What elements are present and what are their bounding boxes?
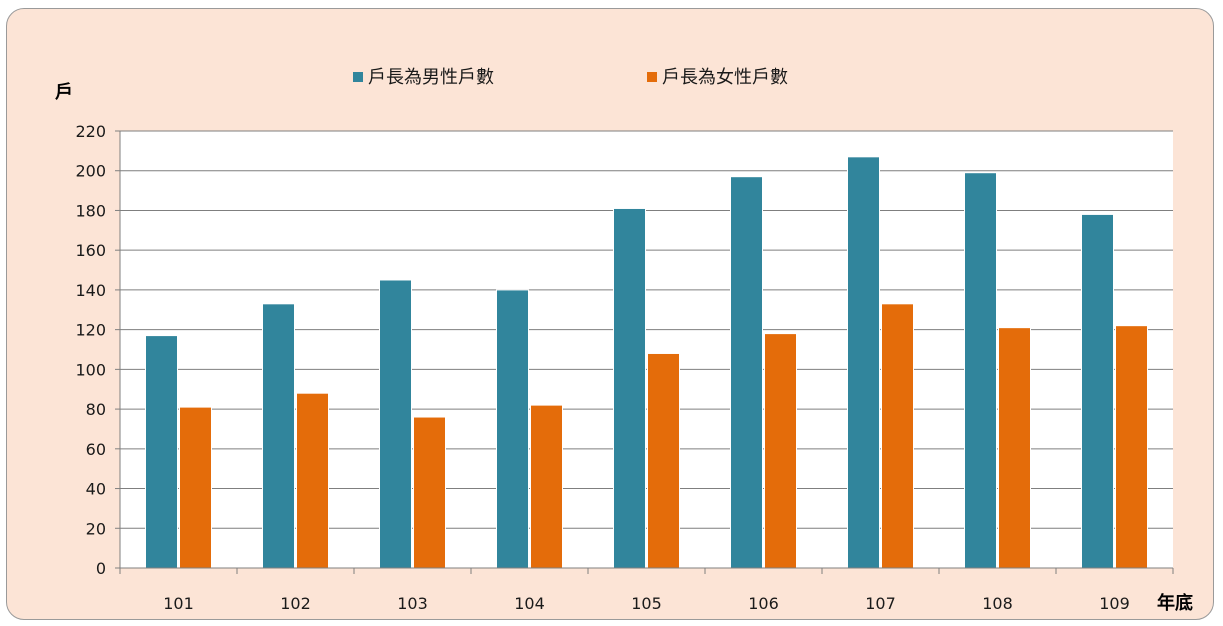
y-tick-label: 140 [75, 281, 106, 300]
y-tick-label: 80 [86, 400, 106, 419]
y-tick-label: 220 [75, 122, 106, 141]
x-tick-label: 101 [163, 594, 194, 613]
bar-female [1115, 325, 1148, 569]
bar-female [764, 333, 797, 569]
bar-female [179, 406, 212, 569]
x-tick-label: 104 [514, 594, 545, 613]
x-tick-label: 109 [1099, 594, 1130, 613]
x-tick-label: 106 [748, 594, 779, 613]
y-tick-label: 120 [75, 321, 106, 340]
x-tick-label: 107 [865, 594, 896, 613]
legend: 戶長為男性戶數 戶長為女性戶數 [353, 67, 788, 88]
bars [145, 156, 1148, 569]
bar-male [262, 303, 295, 569]
bar-male [145, 335, 178, 569]
bar-male [496, 289, 529, 569]
y-tick-label: 60 [86, 440, 106, 459]
legend-label-male: 戶長為男性戶數 [368, 67, 494, 88]
bar-male [379, 279, 412, 569]
y-tick-label: 180 [75, 201, 106, 220]
y-tick-label: 100 [75, 360, 106, 379]
legend-swatch-female [647, 72, 657, 82]
y-tick-label: 160 [75, 241, 106, 260]
bar-female [296, 392, 329, 569]
axes: 0 20 40 60 80 100 120 140 160 180 200 220 101 102 103 1… [75, 122, 1174, 613]
x-tick-label: 102 [280, 594, 311, 613]
x-tick-label: 108 [982, 594, 1013, 613]
y-tick-label: 200 [75, 162, 106, 181]
bar-male [964, 172, 997, 569]
x-tick-label: 103 [397, 594, 428, 613]
bar-male [613, 207, 646, 569]
y-tick-label: 40 [86, 480, 106, 499]
bar-male [847, 156, 880, 569]
legend-swatch-male [353, 72, 363, 82]
bar-female [647, 352, 680, 569]
x-axis-label: 年底 [1157, 592, 1193, 614]
bar-female [413, 416, 446, 569]
gridlines [120, 130, 1173, 569]
legend-label-female: 戶長為女性戶數 [662, 67, 788, 88]
bar-male [1081, 213, 1114, 569]
x-tick-label: 105 [631, 594, 662, 613]
plot-area [120, 131, 1173, 568]
y-tick-label: 0 [96, 559, 106, 578]
bar-female [530, 404, 563, 569]
y-tick-label: 20 [86, 519, 106, 538]
bar-female [998, 327, 1031, 569]
bar-female [881, 303, 914, 569]
y-axis-label: 戶 [55, 81, 73, 103]
bar-male [730, 176, 763, 569]
